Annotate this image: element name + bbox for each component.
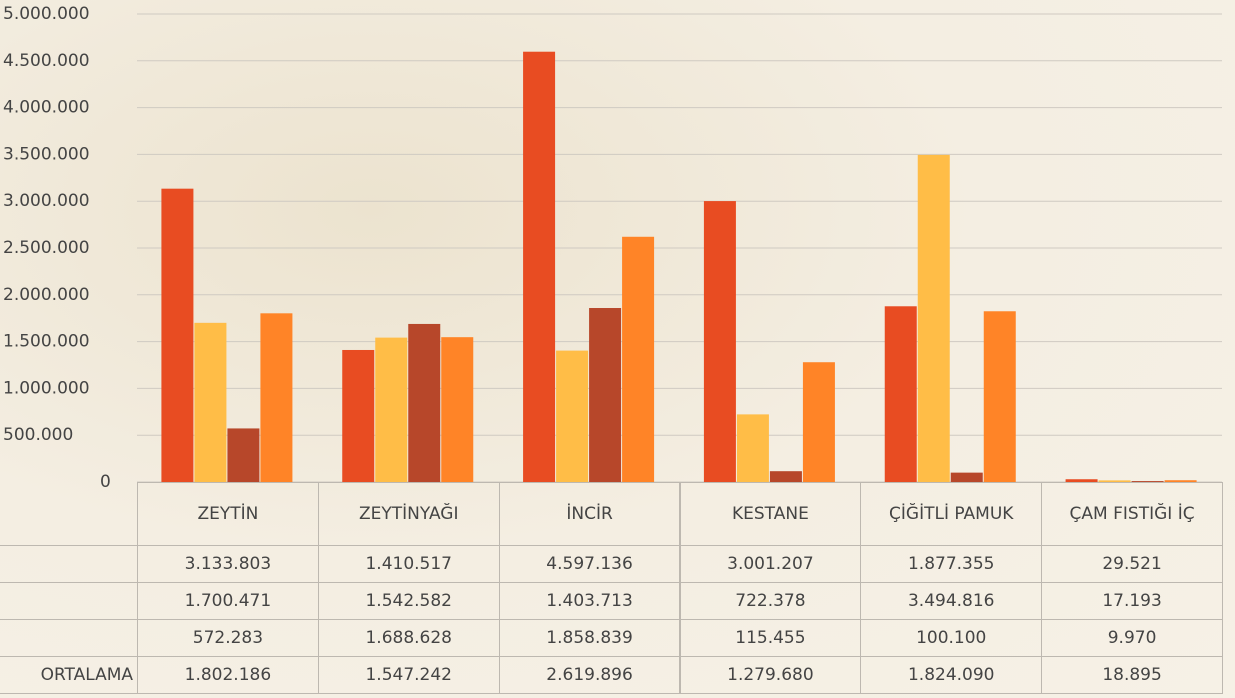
bar bbox=[803, 362, 835, 482]
bar bbox=[984, 311, 1016, 482]
y-tick-label: 2.000.000 bbox=[3, 285, 90, 305]
bar bbox=[408, 324, 440, 482]
bar bbox=[227, 428, 259, 482]
table-value: 1.410.517 bbox=[318, 545, 500, 583]
table-value: 1.279.680 bbox=[680, 656, 862, 694]
y-tick-label: 1.000.000 bbox=[3, 378, 90, 398]
category-label: ZEYTİN bbox=[137, 482, 319, 546]
y-tick-label: 5.000.000 bbox=[3, 4, 90, 24]
table-value: 18.895 bbox=[1041, 656, 1223, 694]
row-label: ORTALAMA bbox=[0, 656, 138, 694]
y-tick-label: 3.000.000 bbox=[3, 191, 90, 211]
row-label bbox=[0, 582, 138, 620]
bar bbox=[342, 350, 374, 482]
y-tick-label: 2.500.000 bbox=[3, 238, 90, 258]
table-value: 3.494.816 bbox=[860, 582, 1042, 620]
y-tick-label: 3.500.000 bbox=[3, 144, 90, 164]
y-tick-label: 4.500.000 bbox=[3, 51, 90, 71]
y-tick-label: 0 bbox=[100, 472, 111, 492]
table-value: 2.619.896 bbox=[499, 656, 681, 694]
table-value: 1.688.628 bbox=[318, 619, 500, 657]
table-value: 115.455 bbox=[680, 619, 862, 657]
bar bbox=[260, 313, 292, 482]
y-tick-label: 1.500.000 bbox=[3, 332, 90, 352]
y-tick-label: 4.000.000 bbox=[3, 98, 90, 118]
bar bbox=[441, 337, 473, 482]
bar bbox=[737, 414, 769, 482]
category-label: ZEYTİNYAĞI bbox=[318, 482, 500, 546]
bar bbox=[918, 155, 950, 482]
table-value: 1.547.242 bbox=[318, 656, 500, 694]
table-value: 17.193 bbox=[1041, 582, 1223, 620]
bar bbox=[194, 323, 226, 482]
row-label bbox=[0, 619, 138, 657]
table-value: 722.378 bbox=[680, 582, 862, 620]
table-value: 29.521 bbox=[1041, 545, 1223, 583]
bar bbox=[622, 237, 654, 482]
table-value: 9.970 bbox=[1041, 619, 1223, 657]
table-value: 1.542.582 bbox=[318, 582, 500, 620]
table-value: 1.802.186 bbox=[137, 656, 319, 694]
table-value: 3.001.207 bbox=[680, 545, 862, 583]
table-value: 1.877.355 bbox=[860, 545, 1042, 583]
bar bbox=[885, 306, 917, 482]
bar bbox=[556, 351, 588, 482]
category-label: KESTANE bbox=[680, 482, 862, 546]
row-label bbox=[0, 545, 138, 583]
category-label: ÇİĞİTLİ PAMUK bbox=[860, 482, 1042, 546]
bar bbox=[375, 338, 407, 482]
chart: 0 500.000 1.000.000 1.500.000 2.000.000 2.500… bbox=[0, 0, 1235, 698]
bar bbox=[704, 201, 736, 482]
category-label: ÇAM FISTIĞI İÇ bbox=[1041, 482, 1223, 546]
table-value: 572.283 bbox=[137, 619, 319, 657]
table-value: 1.700.471 bbox=[137, 582, 319, 620]
bar bbox=[589, 308, 621, 482]
bar bbox=[523, 52, 555, 482]
table-value: 1.858.839 bbox=[499, 619, 681, 657]
bar bbox=[770, 471, 802, 482]
y-tick-label: 500.000 bbox=[3, 425, 73, 445]
category-label: İNCİR bbox=[499, 482, 681, 546]
table-value: 1.403.713 bbox=[499, 582, 681, 620]
table-value: 100.100 bbox=[860, 619, 1042, 657]
bar bbox=[951, 473, 983, 482]
table-value: 4.597.136 bbox=[499, 545, 681, 583]
table-value: 3.133.803 bbox=[137, 545, 319, 583]
table-value: 1.824.090 bbox=[860, 656, 1042, 694]
bar bbox=[161, 189, 193, 482]
